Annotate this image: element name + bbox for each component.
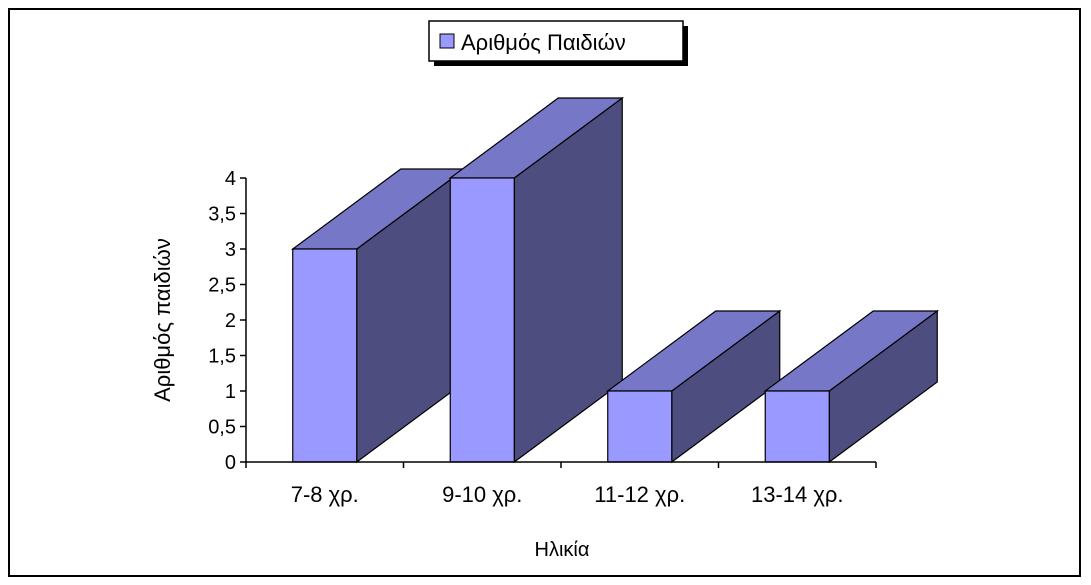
y-tick-label: 3,5 bbox=[208, 204, 236, 226]
y-tick-label: 4 bbox=[225, 168, 236, 190]
bar-front-face bbox=[607, 390, 673, 463]
bar-front-face bbox=[764, 390, 830, 463]
legend-box bbox=[428, 20, 684, 62]
y-tick-label: 1,5 bbox=[208, 346, 236, 368]
bar-front-face bbox=[449, 177, 515, 463]
x-tick-label: 13-14 χρ. bbox=[751, 482, 844, 507]
bar-front-face bbox=[292, 248, 358, 463]
bar-3 bbox=[605, 309, 782, 464]
bar-1 bbox=[290, 167, 467, 464]
y-tick-label: 0 bbox=[225, 452, 236, 474]
x-tick-label: 7-8 χρ. bbox=[291, 482, 359, 507]
legend-label: Αριθμός Παιδιών bbox=[461, 30, 626, 55]
y-axis-title: Αριθμός παιδιών bbox=[150, 238, 175, 402]
legend-swatch bbox=[439, 33, 455, 49]
x-tick-label: 9-10 χρ. bbox=[442, 482, 522, 507]
y-tick-label: 3 bbox=[225, 239, 236, 261]
y-tick-label: 0,5 bbox=[208, 417, 236, 439]
x-axis-title: Ηλικία bbox=[535, 539, 590, 561]
legend: Αριθμός Παιδιών bbox=[428, 20, 688, 66]
bar-4 bbox=[763, 309, 940, 464]
x-tick-label: 11-12 χρ. bbox=[594, 482, 685, 507]
y-tick-label: 1 bbox=[225, 381, 236, 403]
y-tick-label: 2,5 bbox=[208, 275, 236, 297]
y-tick-label: 2 bbox=[225, 310, 236, 332]
bar-2 bbox=[448, 96, 625, 464]
